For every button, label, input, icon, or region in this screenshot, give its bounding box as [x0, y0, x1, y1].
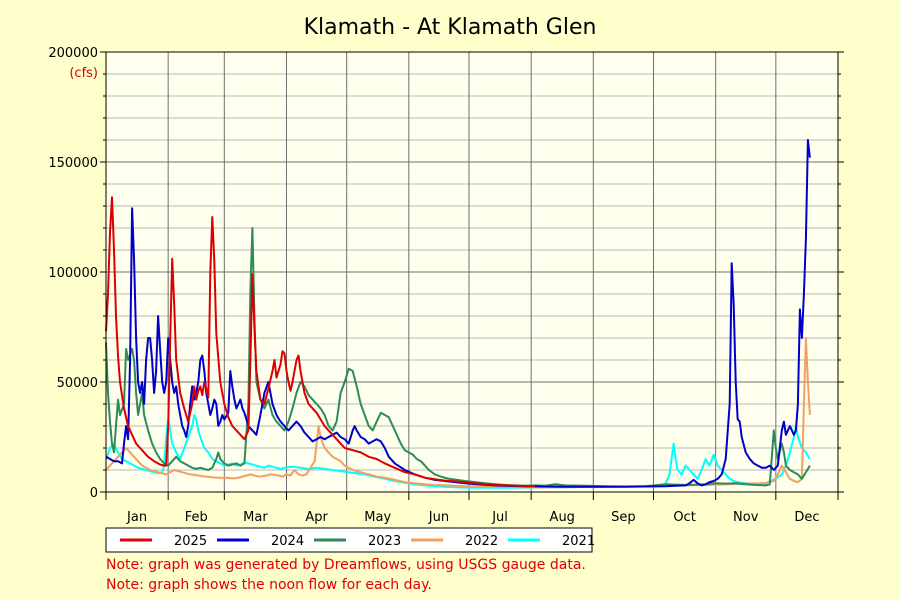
chart-title: Klamath - At Klamath Glen: [304, 15, 597, 40]
y-axis-unit: (cfs): [69, 66, 98, 81]
y-tick-label: 150000: [48, 156, 98, 171]
y-tick-label: 0: [90, 486, 98, 501]
series-lines: [105, 139, 811, 489]
x-tick-label: Feb: [185, 510, 208, 525]
x-tick-label: Oct: [673, 510, 695, 525]
x-tick-label: May: [364, 510, 391, 525]
legend-label-2023: 2023: [368, 534, 401, 549]
legend: 2025 2024 2023 2022 2021: [105, 527, 595, 553]
legend-label-2024: 2024: [271, 534, 304, 549]
x-tick-label: Sep: [611, 510, 636, 525]
series-line-2024: [105, 139, 811, 488]
x-tick-label: Jun: [428, 510, 449, 525]
x-tick-label: Nov: [733, 510, 759, 525]
y-tick-label: 50000: [57, 376, 98, 391]
note-source: Note: graph was generated by Dreamflows,…: [106, 557, 586, 573]
y-tick-label: 100000: [48, 266, 98, 281]
y-tick-label: 200000: [48, 46, 98, 61]
series-line-2021: [105, 414, 811, 489]
x-tick-label: Dec: [794, 510, 819, 525]
note-noon-flow: Note: graph shows the noon flow for each…: [106, 577, 432, 593]
legend-label-2022: 2022: [465, 534, 498, 549]
legend-label-2021: 2021: [562, 534, 595, 549]
x-tick-label: Aug: [550, 510, 575, 525]
x-tick-label: Mar: [243, 510, 268, 525]
x-tick-label: Jul: [491, 510, 508, 525]
x-tick-label: Jan: [126, 510, 147, 525]
axes: 0 50000 100000 150000 200000 Jan Feb Mar Apr May J…: [48, 46, 844, 525]
legend-label-2025: 2025: [174, 534, 207, 549]
x-tick-label: Apr: [305, 510, 328, 525]
grid-lines: [106, 51, 838, 493]
series-line-2025: [105, 196, 536, 488]
